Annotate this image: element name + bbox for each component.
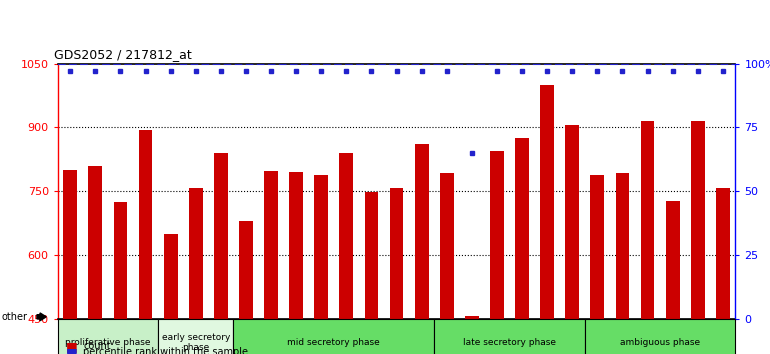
Text: GSM109816: GSM109816 bbox=[116, 321, 125, 354]
Bar bbox=[264, 171, 278, 319]
Text: GDS2052 / 217812_at: GDS2052 / 217812_at bbox=[55, 48, 192, 61]
Text: GSM109828: GSM109828 bbox=[342, 321, 351, 354]
Bar bbox=[189, 188, 203, 319]
Text: GSM109820: GSM109820 bbox=[166, 321, 176, 354]
Bar bbox=[340, 153, 353, 319]
Text: other: other bbox=[2, 312, 28, 322]
Text: early secretory
phase: early secretory phase bbox=[162, 333, 230, 352]
Text: GSM109824: GSM109824 bbox=[242, 321, 250, 354]
Text: ambiguous phase: ambiguous phase bbox=[620, 338, 700, 347]
Text: GSM109825: GSM109825 bbox=[266, 321, 276, 354]
Bar bbox=[239, 221, 253, 319]
Text: GSM109840: GSM109840 bbox=[718, 321, 728, 354]
Text: GSM109814: GSM109814 bbox=[65, 321, 75, 354]
Bar bbox=[584, 319, 735, 354]
Bar bbox=[290, 172, 303, 319]
Bar bbox=[390, 188, 403, 319]
Bar bbox=[641, 121, 654, 319]
Bar bbox=[615, 173, 629, 319]
Bar bbox=[139, 130, 152, 319]
Bar bbox=[314, 176, 328, 319]
Text: proliferative phase: proliferative phase bbox=[65, 338, 151, 347]
Text: GSM109835: GSM109835 bbox=[467, 321, 477, 354]
Bar bbox=[691, 121, 705, 319]
Text: GSM109827: GSM109827 bbox=[316, 321, 326, 354]
Text: GSM109834: GSM109834 bbox=[442, 321, 451, 354]
Text: GSM109829: GSM109829 bbox=[367, 321, 376, 354]
Bar bbox=[716, 188, 730, 319]
Text: GSM109831: GSM109831 bbox=[417, 321, 426, 354]
Bar bbox=[158, 319, 233, 354]
Bar bbox=[364, 192, 378, 319]
Text: GSM109837: GSM109837 bbox=[517, 321, 527, 354]
Text: ■: ■ bbox=[65, 340, 77, 353]
Text: GSM109826: GSM109826 bbox=[292, 321, 300, 354]
Text: GSM109821: GSM109821 bbox=[191, 321, 200, 354]
Bar bbox=[666, 200, 679, 319]
Bar bbox=[465, 316, 479, 319]
Bar bbox=[565, 125, 579, 319]
Text: GSM109838: GSM109838 bbox=[543, 321, 551, 354]
Bar bbox=[591, 175, 604, 319]
Bar bbox=[214, 153, 228, 319]
Text: ■: ■ bbox=[65, 346, 77, 354]
Text: GSM109823: GSM109823 bbox=[643, 321, 652, 354]
Bar bbox=[114, 202, 127, 319]
Bar bbox=[490, 151, 504, 319]
Bar bbox=[415, 144, 429, 319]
Text: GSM109830: GSM109830 bbox=[392, 321, 401, 354]
Bar bbox=[63, 170, 77, 319]
Text: GSM109822: GSM109822 bbox=[216, 321, 226, 354]
Bar bbox=[541, 85, 554, 319]
Bar bbox=[440, 173, 454, 319]
Text: GSM109836: GSM109836 bbox=[493, 321, 501, 354]
Text: GSM109817: GSM109817 bbox=[141, 321, 150, 354]
Text: late secretory phase: late secretory phase bbox=[463, 338, 556, 347]
Text: count: count bbox=[83, 341, 111, 351]
Bar bbox=[434, 319, 584, 354]
Text: GSM109819: GSM109819 bbox=[618, 321, 627, 354]
Text: GSM109832: GSM109832 bbox=[668, 321, 677, 354]
Text: percentile rank within the sample: percentile rank within the sample bbox=[83, 347, 248, 354]
Text: GSM109818: GSM109818 bbox=[593, 321, 602, 354]
Bar bbox=[233, 319, 434, 354]
Bar bbox=[164, 234, 178, 319]
Bar bbox=[515, 138, 529, 319]
Text: GSM109839: GSM109839 bbox=[567, 321, 577, 354]
Text: mid secretory phase: mid secretory phase bbox=[287, 338, 380, 347]
Text: GSM109833: GSM109833 bbox=[693, 321, 702, 354]
Bar bbox=[58, 319, 158, 354]
Text: GSM109815: GSM109815 bbox=[91, 321, 100, 354]
Bar bbox=[89, 166, 102, 319]
